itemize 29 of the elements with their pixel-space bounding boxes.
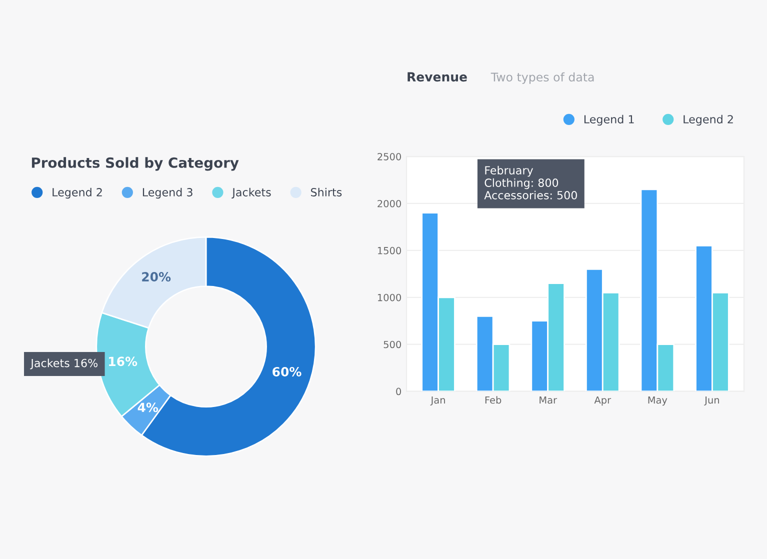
legend-label: Jackets [232, 188, 271, 199]
annotation: Accessories: 500 [484, 190, 577, 200]
legend-label: Legend 2 [52, 188, 102, 199]
chart-title: Products Sold by Category [32, 157, 239, 171]
y-tick-label: 500 [384, 340, 402, 348]
data-label: 60% [272, 366, 302, 376]
x-tick-label: Apr [594, 396, 612, 406]
x-tick-label: Jun [704, 396, 719, 406]
chart-title: Revenue [408, 72, 467, 82]
legend-label: Legend 3 [142, 188, 192, 199]
data-label: 20% [142, 272, 171, 282]
x-tick-label: Feb [485, 396, 502, 404]
y-tick-label: 1000 [378, 294, 402, 302]
legend-label: Legend 2 [684, 114, 733, 126]
text: Jackets 16% [30, 358, 98, 370]
chart-subtitle: Two types of data [490, 72, 594, 84]
y-tick-label: 0 [396, 388, 402, 396]
y-tick-label: 2500 [378, 153, 402, 160]
x-tick-label: Mar [540, 396, 558, 404]
y-tick-label: 1500 [378, 246, 402, 254]
y-tick-label: 2000 [378, 200, 402, 208]
data-label: 4% [138, 402, 158, 412]
data-label: 16% [109, 356, 138, 366]
x-tick-label: Jan [430, 396, 445, 406]
annotation: February [485, 166, 534, 177]
annotation: Clothing: 800 [484, 178, 558, 190]
legend-label: Shirts [311, 188, 342, 196]
legend-label: Legend 1 [584, 114, 634, 126]
x-tick-label: May [648, 396, 668, 406]
